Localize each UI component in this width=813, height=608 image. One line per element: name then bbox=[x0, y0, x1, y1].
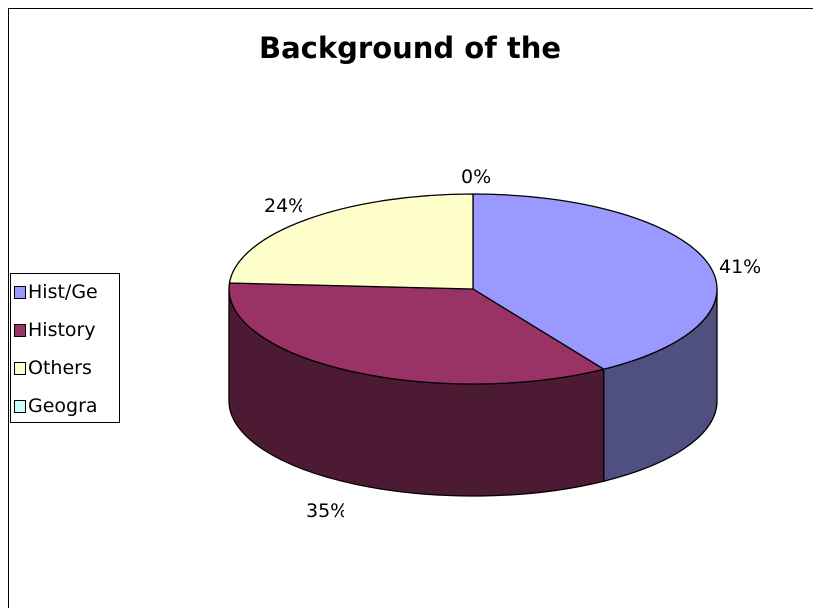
legend-label: Geogra bbox=[28, 395, 98, 417]
legend-swatch bbox=[14, 361, 26, 375]
legend-label: History bbox=[28, 319, 96, 341]
legend-swatch bbox=[14, 285, 26, 299]
data-label: 24% bbox=[264, 195, 306, 217]
legend-swatch bbox=[14, 399, 26, 413]
pie-slice bbox=[228, 282, 605, 385]
chart-title: Background of the bbox=[259, 31, 562, 65]
pie-chart: 41% 35% 24% 0% bbox=[228, 166, 761, 522]
legend-label: Hist/Ge bbox=[28, 281, 98, 303]
pie-slice bbox=[472, 193, 718, 370]
chart-area: Background of the 41% 35% 24% 0% Hist/Ge Hi… bbox=[8, 8, 813, 608]
legend-item: Others bbox=[14, 356, 92, 380]
data-label: 35% bbox=[306, 500, 348, 522]
data-label: 0% bbox=[461, 166, 491, 188]
data-label: 41% bbox=[719, 256, 761, 278]
pie-slice bbox=[228, 193, 474, 290]
legend-item: Hist/Ge bbox=[14, 280, 98, 304]
legend: Hist/Ge History Others Geogra bbox=[10, 273, 120, 423]
legend-label: Others bbox=[28, 357, 92, 379]
legend-item: History bbox=[14, 318, 96, 342]
legend-swatch bbox=[14, 323, 26, 337]
legend-item: Geogra bbox=[14, 394, 98, 418]
